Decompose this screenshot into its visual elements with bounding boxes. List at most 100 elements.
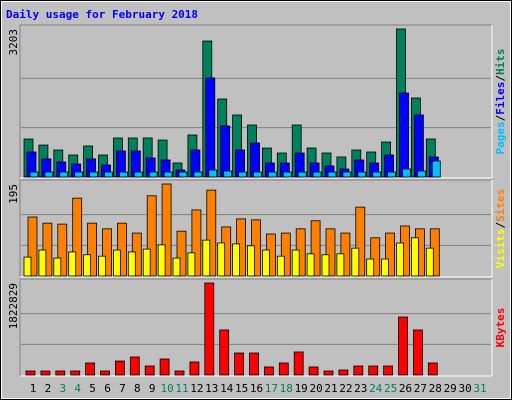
bar — [351, 247, 360, 277]
chart-title: Daily usage for February 2018 — [6, 8, 198, 21]
x-tick-label: 6 — [104, 382, 111, 395]
bar — [129, 356, 140, 376]
x-tick-label: 11 — [175, 382, 188, 395]
x-tick-label: 10 — [160, 382, 173, 395]
bar — [399, 92, 409, 178]
bar — [176, 230, 187, 277]
bar — [383, 365, 394, 376]
x-tick-label: 24 — [369, 382, 383, 395]
x-tick-label: 1 — [30, 382, 37, 395]
y-tick-label: 3203 — [7, 29, 20, 56]
bar — [144, 365, 155, 376]
bar — [282, 171, 292, 178]
bar — [159, 358, 170, 376]
x-tick-label: 25 — [384, 382, 397, 395]
bar — [161, 183, 172, 277]
bar — [338, 369, 349, 376]
bar — [293, 351, 304, 376]
bar — [368, 365, 379, 376]
bar — [263, 366, 274, 376]
bar — [387, 171, 397, 178]
bar — [133, 171, 143, 178]
bar — [217, 242, 226, 277]
bar — [355, 206, 366, 277]
bar — [53, 257, 62, 277]
bar — [204, 282, 215, 376]
bar — [312, 171, 322, 178]
bar — [416, 170, 426, 178]
legend-separator: / — [494, 222, 507, 229]
legend-entry: Files — [494, 82, 507, 115]
x-tick-label: 14 — [220, 382, 234, 395]
x-tick-label: 9 — [149, 382, 156, 395]
bar — [172, 257, 181, 277]
bar — [278, 362, 289, 376]
x-tick-label: 17 — [265, 382, 278, 395]
bar — [104, 171, 113, 178]
legend-entry: Pages — [494, 121, 507, 154]
bar — [25, 370, 36, 376]
bar — [119, 171, 128, 178]
bar — [425, 247, 434, 277]
bar — [59, 171, 69, 178]
bar — [142, 248, 151, 277]
x-tick-label: 19 — [295, 382, 308, 395]
y-tick-label: 1822829 — [7, 283, 20, 329]
legend-separator: / — [494, 75, 507, 82]
bar — [113, 249, 121, 277]
bar — [40, 370, 51, 376]
bar — [238, 171, 248, 178]
x-tick-label: 16 — [250, 382, 263, 395]
bar — [323, 370, 334, 376]
bar — [148, 171, 158, 178]
bar — [402, 168, 411, 178]
x-tick-label: 30 — [458, 382, 471, 395]
bar — [327, 171, 337, 178]
bar — [410, 237, 419, 277]
bar — [163, 171, 173, 178]
x-tick-label: 21 — [324, 382, 337, 395]
x-tick-label: 20 — [309, 382, 322, 395]
bar — [370, 237, 381, 277]
bar — [27, 216, 38, 277]
bar — [336, 253, 345, 277]
x-tick-label: 31 — [473, 382, 486, 395]
x-tick-label: 28 — [429, 382, 442, 395]
bar — [220, 125, 231, 178]
bar — [261, 249, 270, 277]
bar — [385, 232, 396, 277]
bar — [321, 254, 330, 277]
bar — [208, 169, 218, 178]
bar — [29, 171, 39, 178]
x-tick-label: 23 — [354, 382, 367, 395]
x-tick-label: 3 — [59, 382, 66, 395]
x-tick-label: 27 — [414, 382, 427, 395]
bar — [412, 329, 423, 376]
x-tick-label: 2 — [45, 382, 52, 395]
x-tick-label: 8 — [134, 382, 141, 395]
bar — [381, 258, 390, 277]
bar — [427, 362, 438, 376]
bar — [146, 195, 157, 277]
bar — [189, 361, 200, 376]
bar — [297, 171, 307, 178]
legend-entry: Sites — [494, 189, 507, 222]
bar — [98, 255, 106, 277]
x-tick-label: 12 — [190, 382, 203, 395]
bar — [223, 170, 233, 178]
bar — [42, 222, 53, 277]
bar — [353, 365, 364, 376]
bar — [117, 222, 127, 277]
bar — [431, 160, 441, 178]
bar — [219, 329, 230, 376]
bar — [100, 370, 110, 376]
bar — [310, 220, 321, 277]
bar — [178, 171, 188, 178]
bar — [398, 316, 408, 376]
bar — [193, 171, 203, 178]
x-tick-label: 15 — [235, 382, 248, 395]
bar — [187, 252, 196, 277]
legend: Visits/Sites — [494, 189, 507, 269]
